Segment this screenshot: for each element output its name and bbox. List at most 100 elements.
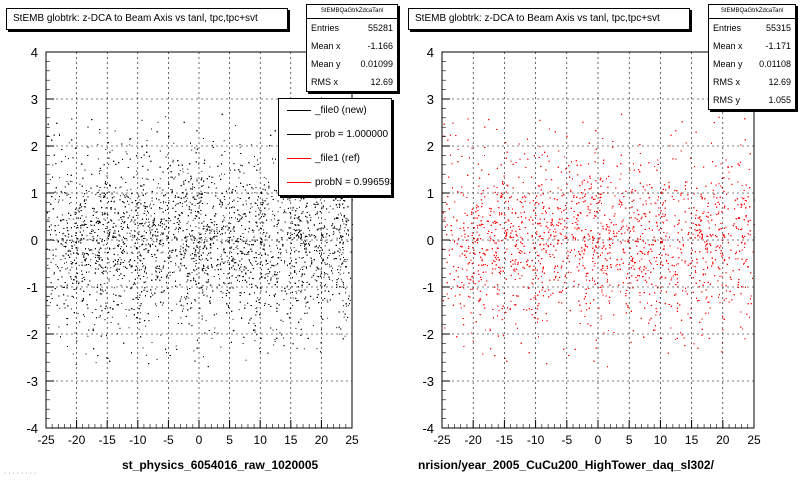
scatter-point [194, 186, 195, 188]
scatter-point [305, 204, 307, 206]
scatter-point [309, 241, 311, 242]
scatter-point [149, 229, 151, 231]
scatter-point [200, 241, 202, 243]
scatter-point [191, 234, 193, 236]
scatter-point [263, 243, 265, 245]
scatter-point [99, 132, 101, 134]
scatter-point [341, 254, 343, 256]
scatter-point [130, 188, 132, 190]
scatter-point [228, 188, 230, 190]
scatter-point [248, 198, 250, 199]
scatter-point [53, 191, 55, 193]
scatter-point [124, 260, 126, 262]
scatter-point [95, 217, 97, 219]
scatter-point [113, 191, 115, 193]
scatter-point [76, 225, 78, 226]
scatter-point [343, 230, 345, 232]
scatter-point [331, 265, 332, 267]
scatter-point [222, 292, 224, 294]
scatter-point [62, 219, 64, 220]
scatter-point [256, 307, 258, 309]
scatter-point [195, 260, 197, 261]
scatter-point [81, 253, 83, 255]
scatter-point [85, 258, 87, 260]
scatter-point [216, 313, 217, 315]
scatter-point [104, 219, 106, 221]
scatter-point [347, 229, 349, 230]
scatter-point [68, 193, 70, 195]
scatter-point [342, 220, 344, 222]
scatter-point [255, 252, 257, 254]
scatter-point [272, 256, 274, 258]
scatter-point [216, 287, 218, 289]
scatter-point [63, 232, 65, 234]
scatter-point [321, 249, 323, 251]
scatter-point [332, 234, 334, 235]
scatter-point [160, 271, 162, 272]
scatter-point [230, 246, 232, 248]
scatter-point [289, 212, 291, 214]
scatter-point [206, 240, 208, 242]
scatter-point [216, 227, 218, 228]
scatter-point [114, 130, 116, 132]
scatter-point [216, 230, 218, 232]
scatter-point [182, 308, 184, 310]
scatter-point [304, 243, 305, 245]
scatter-point [345, 319, 347, 321]
scatter-point [149, 203, 151, 205]
scatter-point [205, 320, 207, 322]
scatter-point [196, 178, 198, 180]
scatter-point [67, 174, 68, 175]
scatter-point [202, 184, 204, 186]
scatter-point [279, 206, 281, 208]
scatter-point [69, 180, 71, 182]
scatter-point [206, 282, 208, 284]
scatter-point [81, 234, 82, 236]
scatter-point [276, 240, 278, 242]
scatter-point [113, 293, 114, 295]
scatter-point [59, 196, 60, 197]
scatter-point [227, 260, 229, 262]
scatter-point [125, 151, 127, 153]
scatter-point [99, 173, 100, 175]
scatter-point [279, 257, 281, 259]
scatter-point [277, 211, 279, 213]
scatter-point [114, 264, 116, 266]
scatter-point [97, 284, 98, 286]
scatter-point [325, 273, 327, 274]
scatter-point [156, 187, 158, 189]
scatter-point [197, 267, 199, 269]
scatter-point [49, 179, 51, 181]
scatter-point [266, 197, 268, 199]
scatter-point [200, 190, 202, 192]
scatter-point [114, 232, 116, 234]
scatter-point [224, 199, 226, 200]
scatter-point [120, 195, 121, 197]
scatter-point [91, 312, 93, 313]
scatter-point [136, 174, 138, 176]
scatter-point [173, 271, 175, 273]
scatter-point [78, 264, 80, 266]
scatter-point [66, 240, 68, 242]
scatter-point [266, 273, 268, 275]
scatter-point [172, 176, 173, 178]
scatter-point [290, 216, 292, 218]
scatter-point [155, 270, 157, 272]
scatter-point [346, 218, 348, 220]
scatter-point [217, 332, 219, 334]
scatter-point [325, 284, 326, 286]
scatter-point [270, 251, 272, 253]
scatter-point [186, 204, 188, 206]
scatter-point [130, 235, 132, 237]
scatter-point [283, 196, 285, 198]
scatter-point [323, 252, 325, 254]
scatter-point [259, 209, 260, 211]
scatter-point [118, 219, 120, 221]
scatter-point [228, 291, 230, 293]
scatter-point [106, 243, 107, 245]
scatter-point [339, 273, 341, 275]
scatter-point [130, 259, 131, 261]
scatter-point [99, 221, 101, 223]
scatter-point [321, 291, 323, 293]
scatter-point [160, 221, 162, 223]
